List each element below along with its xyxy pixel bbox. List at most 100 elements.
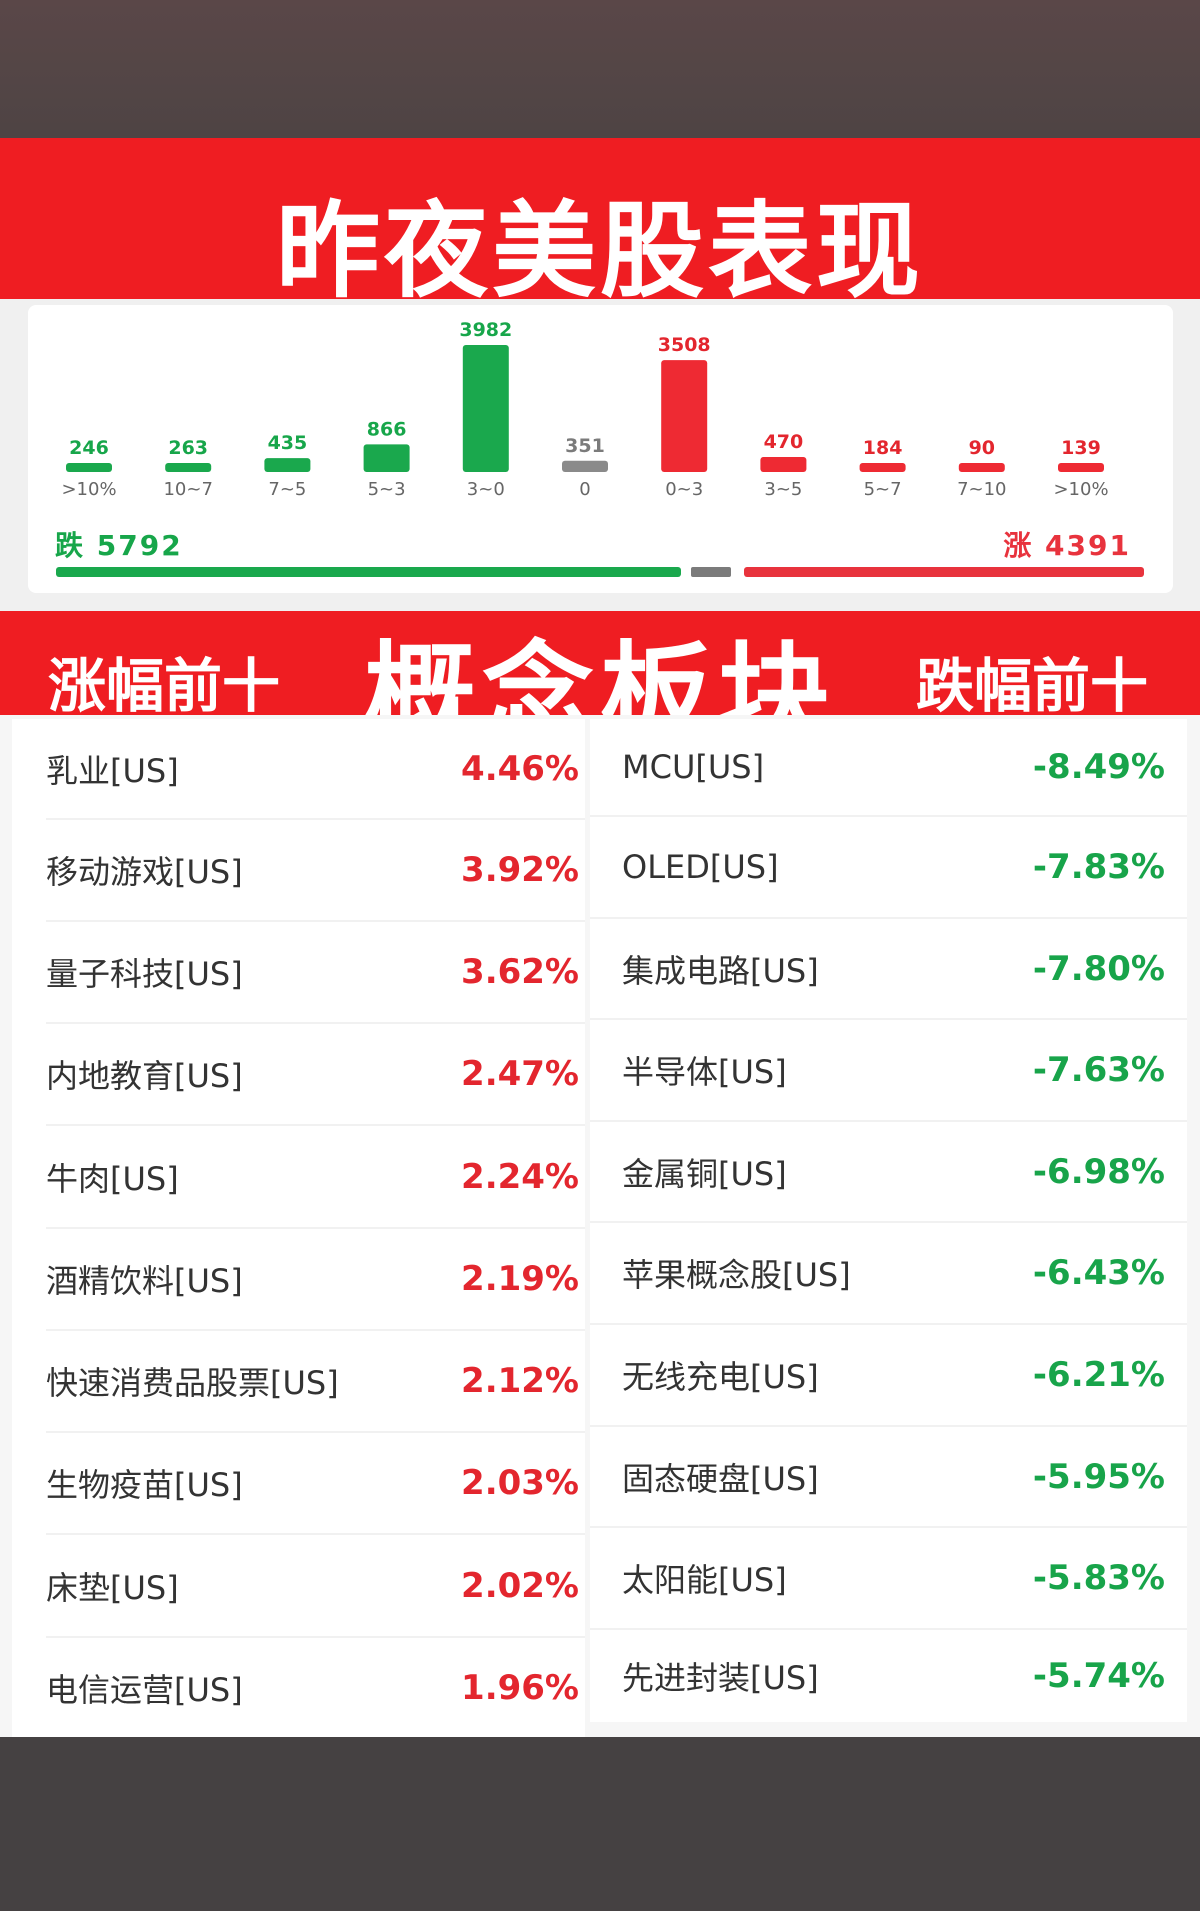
sector-change: -6.98%	[1032, 1151, 1165, 1192]
bar-value-label: 866	[367, 418, 407, 440]
sector-name: 快速消费品股票[US]	[46, 1364, 339, 1402]
sector-change: -5.74%	[1032, 1656, 1165, 1696]
flat-ratio-bar	[691, 567, 731, 577]
sector-name: MCU[US]	[622, 748, 765, 786]
distribution-chart: 246 >10% 263 10~7 435 7~5 866 5~3 3982 3~0 351 0 350…	[61, 319, 1108, 500]
bar-value-label: 3982	[459, 319, 512, 341]
bar-9-7-10	[958, 463, 1005, 472]
table-row: 乳业[US] 4.46%	[46, 719, 585, 820]
sector-change: -7.63%	[1032, 1050, 1165, 1090]
bar-2-7-5	[264, 458, 311, 472]
bar-category-label: 0~3	[665, 479, 703, 500]
bar-category-label: 3~5	[764, 479, 802, 500]
sector-change: -7.80%	[1032, 948, 1165, 989]
bar-value-label: 435	[268, 432, 308, 454]
bar-5-0	[562, 460, 608, 472]
table-row: 先进封装[US] -5.74%	[590, 1630, 1187, 1722]
sector-name: 牛肉[US]	[46, 1159, 179, 1198]
bar-category-label: 3~0	[467, 479, 505, 500]
sector-name: 床垫[US]	[46, 1568, 179, 1607]
bar-8-5-7	[859, 463, 906, 472]
gainers-table: 乳业[US] 4.46% 移动游戏[US] 3.92% 量子科技[US] 3.62% …	[12, 719, 585, 1737]
table-row: 牛肉[US] 2.24%	[46, 1126, 585, 1229]
bar-category-label: 10~7	[163, 479, 212, 500]
bar-value-label: 184	[863, 437, 903, 459]
top-gainers-heading: 涨幅前十	[48, 652, 281, 720]
bar-7-3-5	[760, 457, 807, 472]
sector-name: 半导体[US]	[622, 1053, 787, 1091]
table-row: 半导体[US] -7.63%	[590, 1020, 1187, 1122]
table-row: 无线充电[US] -6.21%	[590, 1325, 1187, 1427]
bar-value-label: 90	[969, 437, 995, 459]
bottom-dark-border	[0, 1737, 1200, 1911]
bar-category-label: >10%	[61, 479, 116, 500]
bar-6-0-3	[661, 360, 708, 472]
sector-change: 1.96%	[461, 1667, 579, 1708]
sector-name: 生物疫苗[US]	[46, 1466, 243, 1504]
sector-change: 3.62%	[461, 952, 579, 992]
sector-name: 金属铜[US]	[622, 1154, 787, 1193]
bar-category-label: 0	[579, 479, 590, 500]
concept-sector-banner: 涨幅前十 概念板块 跌幅前十	[0, 611, 1200, 761]
fall-ratio-bar	[56, 567, 681, 577]
losers-table: MCU[US] -8.49% OLED[US] -7.83% 集成电路[US] -7.…	[590, 719, 1187, 1722]
page-title: 昨夜美股表现	[275, 190, 924, 312]
table-row: OLED[US] -7.83%	[590, 817, 1187, 919]
bar-value-label: 3508	[658, 334, 711, 356]
sector-change: -5.95%	[1032, 1456, 1165, 1497]
sector-name: 先进封装[US]	[622, 1659, 819, 1697]
sector-name: 酒精饮料[US]	[46, 1262, 243, 1300]
top-dark-border	[0, 0, 1200, 138]
sector-change: 2.03%	[461, 1463, 579, 1503]
sector-change: -8.49%	[1032, 747, 1165, 787]
distribution-chart-card: 246 >10% 263 10~7 435 7~5 866 5~3 3982 3~0 351 0 350…	[28, 305, 1173, 593]
sector-change: 2.12%	[461, 1361, 579, 1401]
table-row: 电信运营[US] 1.96%	[46, 1638, 585, 1737]
header-banner: 昨夜美股表现	[0, 138, 1200, 312]
bar-4-3-0	[462, 345, 509, 472]
bar-value-label: 263	[168, 437, 208, 459]
sector-name: 量子科技[US]	[46, 955, 243, 993]
bar-category-label: 5~3	[368, 479, 406, 500]
sector-name: 内地教育[US]	[46, 1057, 243, 1095]
bar-category-label: 5~7	[864, 479, 902, 500]
sector-name: OLED[US]	[622, 848, 779, 886]
sector-name: 乳业[US]	[46, 751, 179, 790]
sector-name: 固态硬盘[US]	[622, 1459, 819, 1498]
table-row: 苹果概念股[US] -6.43%	[590, 1223, 1187, 1325]
sector-change: -6.21%	[1032, 1355, 1165, 1395]
sector-change: -7.83%	[1032, 847, 1165, 887]
table-row: 金属铜[US] -6.98%	[590, 1122, 1187, 1223]
table-row: 床垫[US] 2.02%	[46, 1535, 585, 1638]
rise-total-label: 涨 4391	[1003, 529, 1131, 562]
sector-name: 移动游戏[US]	[46, 853, 243, 891]
bar-value-label: 246	[69, 437, 109, 459]
table-row: 移动游戏[US] 3.92%	[46, 820, 585, 922]
rise-ratio-bar	[744, 567, 1144, 577]
bar-category-label: 7~10	[957, 479, 1006, 500]
bar-0-gt10pct	[66, 463, 112, 472]
top-losers-heading: 跌幅前十	[915, 652, 1148, 720]
bar-value-label: 139	[1061, 437, 1101, 459]
sector-name: 电信运营[US]	[46, 1670, 243, 1709]
sector-name: 无线充电[US]	[622, 1358, 819, 1396]
bar-1-10-7	[165, 463, 212, 472]
sector-change: 2.47%	[461, 1054, 579, 1094]
fall-total-label: 跌 5792	[55, 529, 183, 562]
table-row: 固态硬盘[US] -5.95%	[590, 1427, 1187, 1528]
bar-10-gt10pct	[1058, 463, 1104, 472]
table-row: 集成电路[US] -7.80%	[590, 919, 1187, 1020]
sector-change: 4.46%	[461, 748, 579, 789]
sector-change: -5.83%	[1032, 1558, 1165, 1598]
table-row: 太阳能[US] -5.83%	[590, 1528, 1187, 1630]
sector-change: -6.43%	[1032, 1253, 1165, 1293]
table-row: 生物疫苗[US] 2.03%	[46, 1433, 585, 1535]
market-breadth-section: 246 >10% 263 10~7 435 7~5 866 5~3 3982 3~0 351 0 350…	[0, 299, 1200, 611]
bar-value-label: 351	[565, 435, 605, 457]
sector-change: 3.92%	[461, 850, 579, 890]
sector-name: 集成电路[US]	[622, 951, 819, 990]
table-row: MCU[US] -8.49%	[590, 719, 1187, 817]
sector-change: 2.19%	[461, 1259, 579, 1299]
sector-change: 2.24%	[461, 1156, 579, 1197]
bar-category-label: 7~5	[268, 479, 306, 500]
